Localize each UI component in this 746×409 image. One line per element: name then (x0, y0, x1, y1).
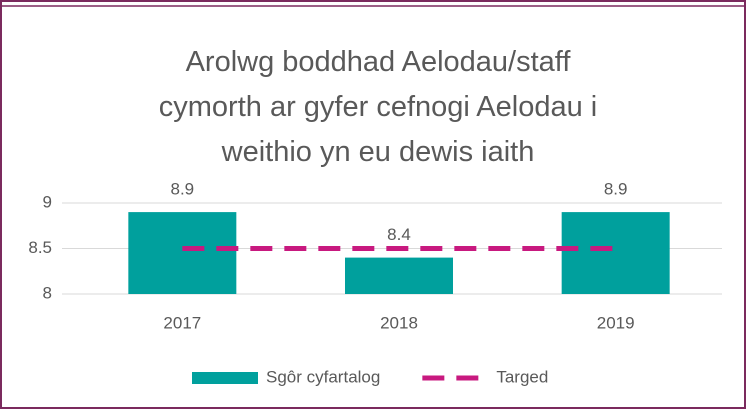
x-tick-label: 2019 (597, 313, 635, 332)
y-tick-label: 9 (43, 192, 52, 211)
bar (561, 212, 670, 294)
data-label: 8.9 (604, 180, 628, 199)
y-tick-label: 8.5 (28, 238, 52, 257)
legend-label: Targed (496, 367, 548, 386)
chart-title: Arolwg boddhad Aelodau/staff cymorth ar … (158, 46, 598, 168)
bar (128, 212, 237, 294)
data-label: 8.9 (171, 180, 195, 199)
legend-swatch (192, 372, 258, 384)
x-tick-label: 2017 (163, 313, 201, 332)
x-tick-label: 2018 (380, 313, 418, 332)
bar (345, 257, 453, 294)
data-label: 8.4 (387, 225, 411, 244)
legend-label: Sgôr cyfartalog (266, 367, 380, 386)
y-tick-label: 8 (43, 283, 52, 302)
